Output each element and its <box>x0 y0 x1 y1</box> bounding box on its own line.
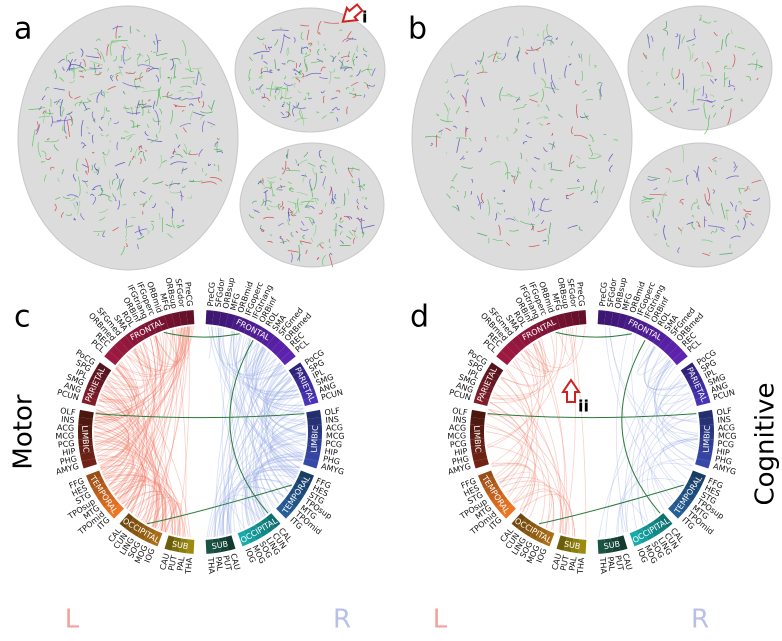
region-label: THA <box>184 557 194 576</box>
connectogram: PreCGSFGdorORBsupMFGORBmidIFGopercIFGtri… <box>55 277 345 576</box>
hemisphere-label: R <box>691 605 709 635</box>
brain-view <box>412 6 632 270</box>
edges <box>486 326 698 538</box>
edge <box>556 332 632 337</box>
region-label: AMYG <box>447 462 472 477</box>
lobe-label: LIMBIC <box>472 425 483 453</box>
hemisphere-label: R <box>333 605 351 635</box>
edge <box>663 439 697 471</box>
edge <box>209 327 213 359</box>
brain-outline <box>630 143 770 267</box>
region-label: AMYG <box>320 462 345 477</box>
region-label: THA <box>576 557 586 576</box>
brain-view <box>240 143 384 267</box>
brain-view <box>235 8 385 132</box>
brain-view <box>18 6 238 270</box>
edge <box>164 332 240 337</box>
panel-label: c <box>14 300 31 335</box>
side-label: Cognitive <box>751 382 781 505</box>
fiber <box>648 217 649 218</box>
region-label: THA <box>598 556 608 575</box>
brain-view <box>630 143 770 267</box>
marker-label: i <box>362 8 367 27</box>
arrow-marker <box>563 380 579 402</box>
hemisphere-label: L <box>433 605 448 635</box>
panel-label: b <box>408 12 427 47</box>
connectogram: PreCGSFGdorORBsupMFGORBmidIFGopercIFGtri… <box>447 277 737 576</box>
hemisphere-label: L <box>65 605 80 635</box>
brain-outline <box>235 8 385 132</box>
brain-view <box>628 6 772 134</box>
connectograms: PreCGSFGdorORBsupMFGORBmidIFGopercIFGtri… <box>55 277 737 576</box>
fiber <box>92 153 94 154</box>
lobe-label: LIMBIC <box>80 425 91 453</box>
fiber <box>457 191 458 192</box>
lobe-label: LIMBIC <box>309 425 320 453</box>
region-label: AMYG <box>712 462 737 477</box>
figure: PreCGSFGdorORBsupMFGORBmidIFGopercIFGtri… <box>0 0 782 641</box>
lobe-label: LIMBIC <box>701 425 712 453</box>
panel-label: d <box>410 300 429 335</box>
brain-outline <box>628 6 772 130</box>
marker-label: ii <box>578 397 589 416</box>
panel-label: a <box>14 12 32 47</box>
region-label: AMYG <box>55 462 80 477</box>
brain-outline <box>412 6 632 270</box>
brain-outline <box>18 6 238 270</box>
side-label: Motor <box>9 394 39 469</box>
edges <box>94 326 306 538</box>
brain-renderings <box>18 6 772 270</box>
region-label: THA <box>206 556 216 575</box>
